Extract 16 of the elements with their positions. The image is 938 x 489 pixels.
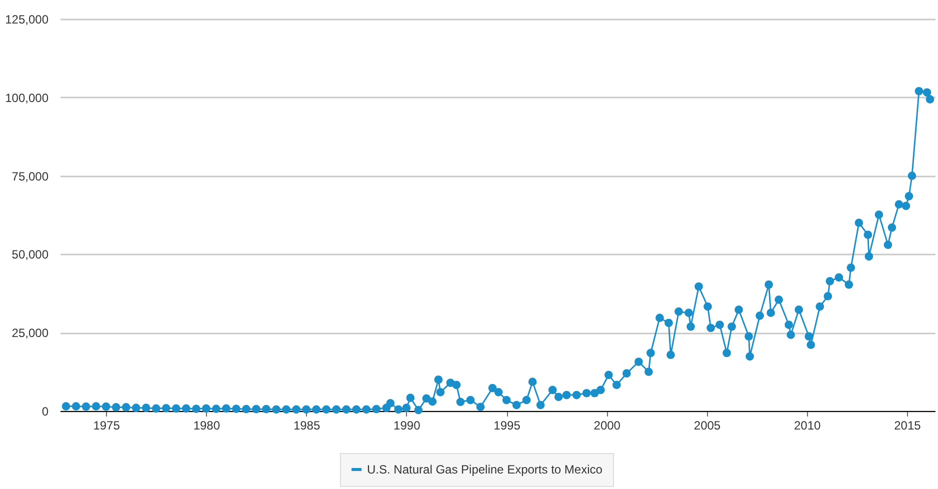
y-tick-label: 50,000 [12, 248, 49, 262]
legend-label: U.S. Natural Gas Pipeline Exports to Mexico [367, 462, 603, 476]
x-tick-label: 1980 [193, 418, 220, 432]
y-tick-label: 0 [42, 404, 49, 418]
x-tick-label: 1990 [394, 418, 421, 432]
x-tick-label: 2005 [694, 418, 721, 432]
x-tick-label: 2000 [594, 418, 621, 432]
x-tick-label: 2010 [794, 418, 822, 432]
x-tick-label: 1995 [494, 418, 521, 432]
x-tick-label: 2015 [894, 418, 922, 432]
y-tick-label: 25,000 [12, 326, 49, 340]
y-tick-label: 125,000 [5, 12, 49, 26]
y-tick-label: 75,000 [12, 169, 49, 184]
x-tick-label: 1985 [293, 418, 320, 432]
y-tick-label: 100,000 [5, 90, 49, 105]
x-tick-label: 1975 [93, 418, 120, 432]
